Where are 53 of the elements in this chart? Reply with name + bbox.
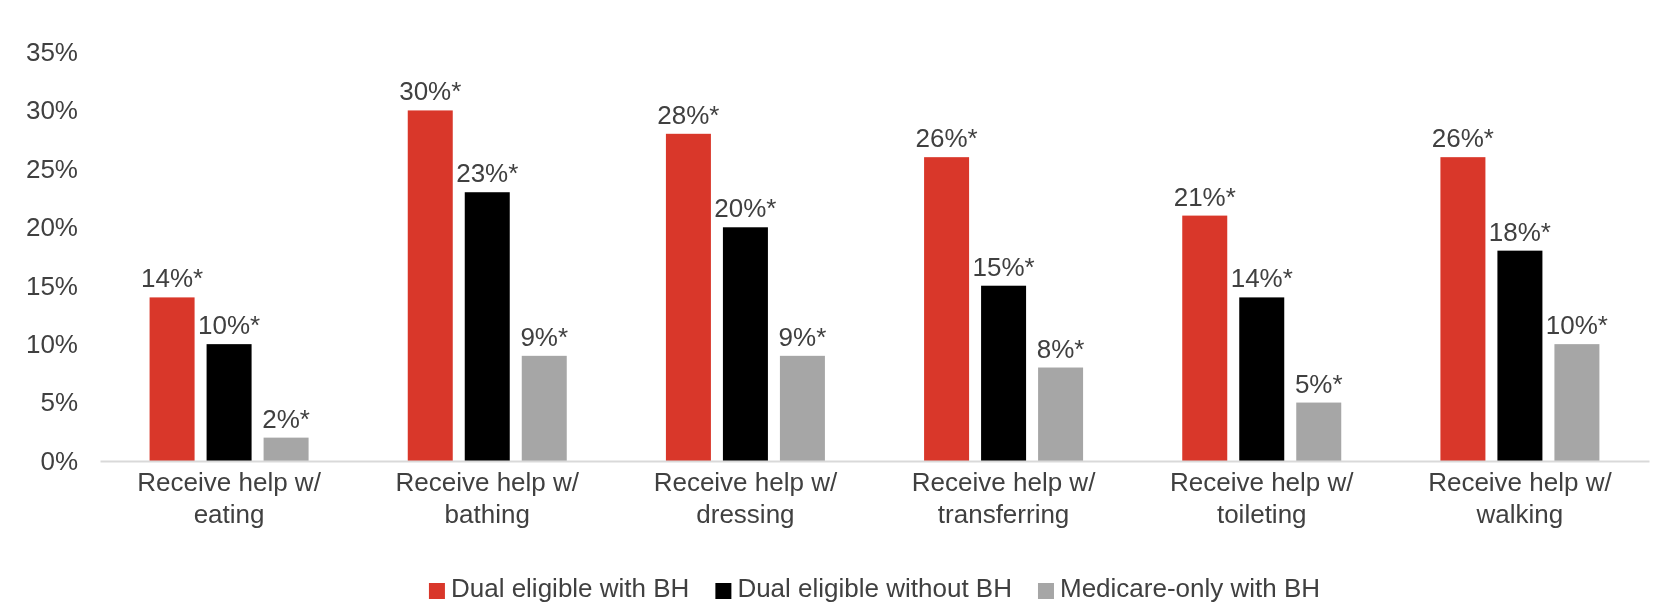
data-label: 9%*: [778, 321, 827, 352]
data-label: 10%*: [198, 310, 261, 341]
bar: [149, 297, 195, 461]
bar: [1038, 367, 1084, 461]
bar: [1182, 215, 1228, 461]
data-label: 23%*: [456, 158, 519, 189]
y-tick-label: 30%: [25, 95, 78, 126]
data-label: 18%*: [1488, 216, 1551, 247]
x-tick-label: Receive help w/ bathing: [395, 467, 580, 529]
x-tick-label: Receive help w/ toileting: [1169, 467, 1355, 529]
bar: [1554, 344, 1600, 461]
bar: [1497, 250, 1543, 461]
y-tick-label: 10%: [25, 328, 78, 359]
y-tick-label: 5%: [40, 387, 78, 418]
x-tick-label: Receive help w/ dressing: [653, 467, 838, 529]
legend-label: Dual eligible with BH: [450, 573, 690, 603]
y-tick-label: 25%: [25, 153, 78, 184]
y-tick-label: 15%: [25, 270, 78, 301]
bar: [1239, 297, 1285, 461]
bar: [521, 355, 567, 461]
x-tick-label: Receive help w/ transferring: [911, 467, 1097, 529]
data-label: 10%*: [1545, 310, 1608, 341]
data-label: 14%*: [1230, 263, 1293, 294]
data-label: 15%*: [972, 251, 1035, 282]
legend-label: Dual eligible without BH: [737, 573, 1012, 603]
data-label: 2%*: [262, 403, 310, 434]
bar: [206, 344, 252, 461]
data-label: 8%*: [1036, 333, 1085, 364]
data-label: 14%*: [141, 263, 204, 294]
y-tick-label: 20%: [25, 212, 78, 243]
data-label: 26%*: [915, 123, 978, 154]
bar: [1440, 157, 1486, 461]
data-label: 20%*: [714, 193, 777, 224]
bar: [924, 157, 970, 461]
x-tick-label: Receive help w/ eating: [137, 467, 322, 529]
data-label: 26%*: [1431, 123, 1494, 154]
bar: [779, 355, 825, 461]
bar: [263, 437, 309, 461]
y-tick-label: 35%: [25, 36, 78, 67]
data-label: 5%*: [1294, 368, 1343, 399]
legend-label: Medicare-only with BH: [1059, 573, 1321, 603]
bar: [722, 227, 768, 461]
bar: [464, 192, 510, 461]
data-label: 21%*: [1173, 181, 1236, 212]
x-tick-label: Receive help w/ walking: [1428, 467, 1613, 529]
data-label: 9%*: [520, 321, 569, 352]
bar: [665, 133, 711, 461]
bar: [981, 285, 1027, 461]
bar: [407, 110, 453, 461]
data-label: 30%*: [399, 76, 462, 107]
bar: [1296, 402, 1342, 461]
data-label: 28%*: [657, 99, 720, 130]
y-tick-label: 0%: [40, 445, 78, 476]
